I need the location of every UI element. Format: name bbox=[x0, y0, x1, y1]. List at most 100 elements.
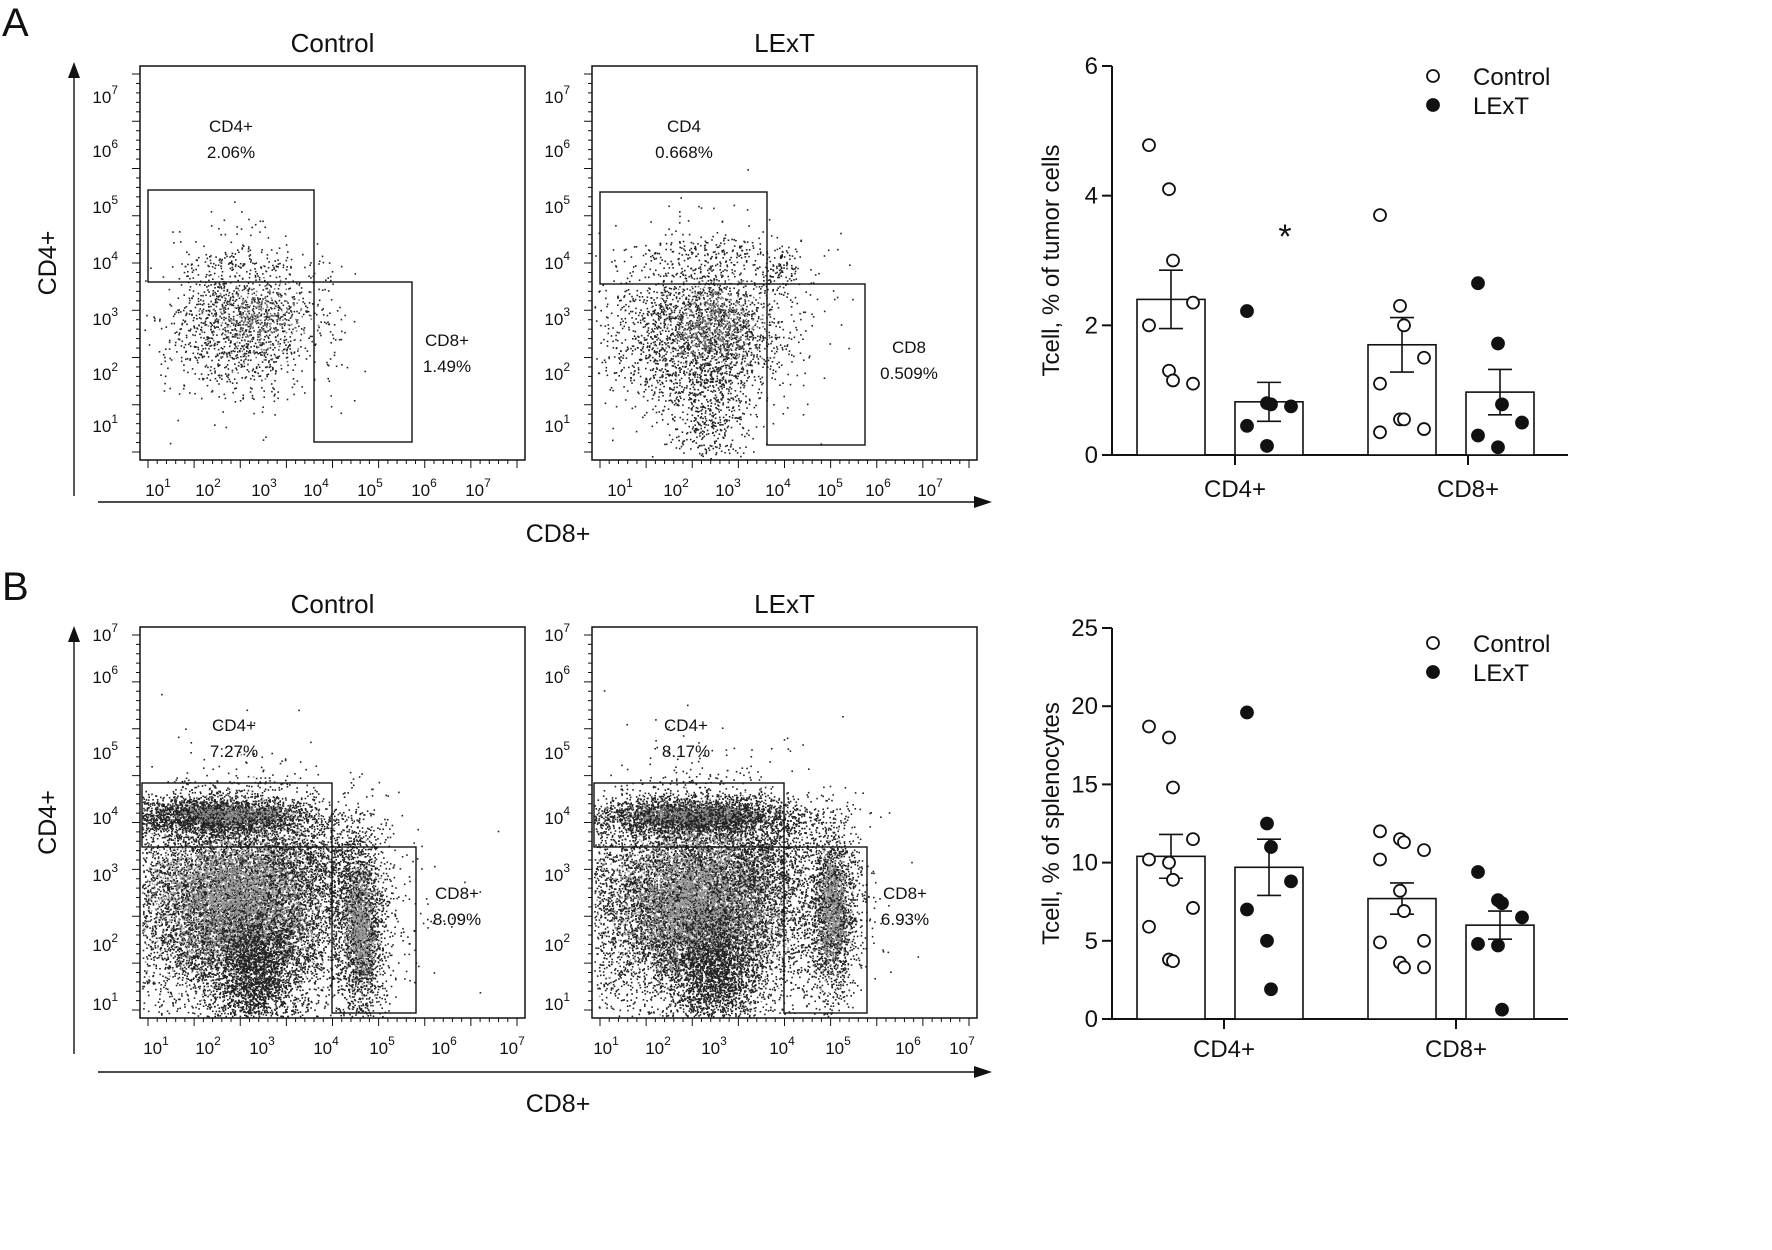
event-dot bbox=[715, 244, 718, 246]
event-dot bbox=[734, 323, 737, 325]
event-dot bbox=[670, 357, 673, 360]
event-dot bbox=[695, 381, 698, 384]
event-dot bbox=[242, 244, 244, 247]
event-dot bbox=[738, 337, 740, 340]
event-dot bbox=[653, 274, 655, 276]
event-dot bbox=[680, 377, 683, 380]
event-dot bbox=[302, 297, 304, 300]
event-dot bbox=[695, 255, 698, 257]
event-dot bbox=[747, 320, 750, 322]
event-dot bbox=[286, 311, 288, 313]
event-dot bbox=[703, 354, 706, 356]
event-dot bbox=[182, 319, 185, 321]
event-dot bbox=[718, 280, 720, 282]
event-dot bbox=[225, 253, 227, 256]
event-dot bbox=[694, 374, 696, 376]
event-dot bbox=[300, 328, 303, 330]
event-dot bbox=[682, 346, 685, 348]
event-dot bbox=[308, 314, 311, 317]
event-dot bbox=[712, 385, 714, 387]
event-dot bbox=[314, 344, 316, 346]
event-dot bbox=[736, 347, 738, 349]
event-dot bbox=[191, 271, 194, 273]
event-dot bbox=[694, 428, 697, 431]
event-dot bbox=[217, 286, 220, 288]
event-dot bbox=[706, 275, 709, 277]
event-dot bbox=[682, 334, 685, 336]
event-dot bbox=[184, 265, 187, 268]
event-dot bbox=[781, 321, 783, 323]
event-dot bbox=[694, 306, 697, 308]
event-dot bbox=[229, 256, 231, 258]
event-dot bbox=[221, 322, 224, 324]
event-dot bbox=[653, 310, 656, 312]
event-dot bbox=[223, 319, 225, 321]
event-dot bbox=[739, 416, 742, 418]
event-dot bbox=[728, 346, 730, 348]
event-dot bbox=[264, 296, 267, 298]
event-dot bbox=[788, 353, 790, 356]
event-dot bbox=[730, 334, 732, 337]
event-dot bbox=[224, 397, 227, 400]
event-dot bbox=[723, 345, 725, 348]
event-dot bbox=[721, 320, 723, 322]
event-dot bbox=[737, 293, 740, 295]
event-dot bbox=[314, 343, 317, 345]
event-dot bbox=[737, 331, 740, 333]
event-dot bbox=[718, 401, 721, 404]
event-dot bbox=[681, 346, 683, 348]
event-dot bbox=[740, 368, 743, 370]
event-dot bbox=[217, 264, 220, 266]
event-dot bbox=[761, 340, 763, 343]
event-dot bbox=[654, 374, 657, 376]
event-dot bbox=[309, 335, 312, 338]
event-dot bbox=[670, 352, 672, 354]
event-dot bbox=[668, 434, 671, 436]
event-dot bbox=[296, 380, 299, 382]
event-dot bbox=[653, 360, 655, 363]
event-dot bbox=[689, 397, 691, 399]
event-dot bbox=[719, 274, 722, 276]
event-dot bbox=[728, 333, 730, 335]
event-dot bbox=[752, 437, 754, 440]
event-dot bbox=[746, 380, 748, 382]
event-dot bbox=[654, 341, 656, 343]
event-dot bbox=[200, 321, 203, 324]
event-dot bbox=[235, 335, 237, 337]
event-dot bbox=[739, 386, 742, 389]
event-dot bbox=[294, 326, 296, 329]
event-dot bbox=[675, 372, 677, 374]
event-dot bbox=[680, 325, 683, 328]
event-dot bbox=[287, 302, 289, 304]
event-dot bbox=[705, 357, 708, 360]
event-dot bbox=[327, 290, 330, 292]
event-dot bbox=[638, 392, 640, 395]
event-dot bbox=[715, 253, 717, 256]
event-dot bbox=[177, 338, 180, 340]
event-dot bbox=[722, 376, 725, 378]
event-dot bbox=[250, 331, 252, 333]
event-dot bbox=[241, 345, 243, 347]
event-dot bbox=[689, 289, 692, 292]
event-dot bbox=[724, 313, 727, 315]
event-dot bbox=[767, 304, 769, 307]
event-dot bbox=[639, 312, 641, 314]
event-dot bbox=[238, 307, 241, 310]
event-dot bbox=[235, 259, 237, 261]
event-dot bbox=[735, 318, 737, 321]
event-dot bbox=[703, 326, 706, 328]
event-dot bbox=[644, 380, 647, 383]
event-dot bbox=[214, 424, 216, 426]
event-dot bbox=[727, 425, 730, 428]
event-dot bbox=[682, 351, 685, 354]
event-dot bbox=[257, 346, 260, 348]
event-dot bbox=[705, 433, 708, 436]
event-dot bbox=[738, 255, 740, 257]
event-dot bbox=[799, 352, 802, 354]
event-dot bbox=[699, 271, 702, 274]
event-dot bbox=[694, 357, 696, 359]
event-dot bbox=[606, 345, 609, 347]
event-dot bbox=[730, 349, 733, 351]
event-dot bbox=[701, 313, 703, 316]
